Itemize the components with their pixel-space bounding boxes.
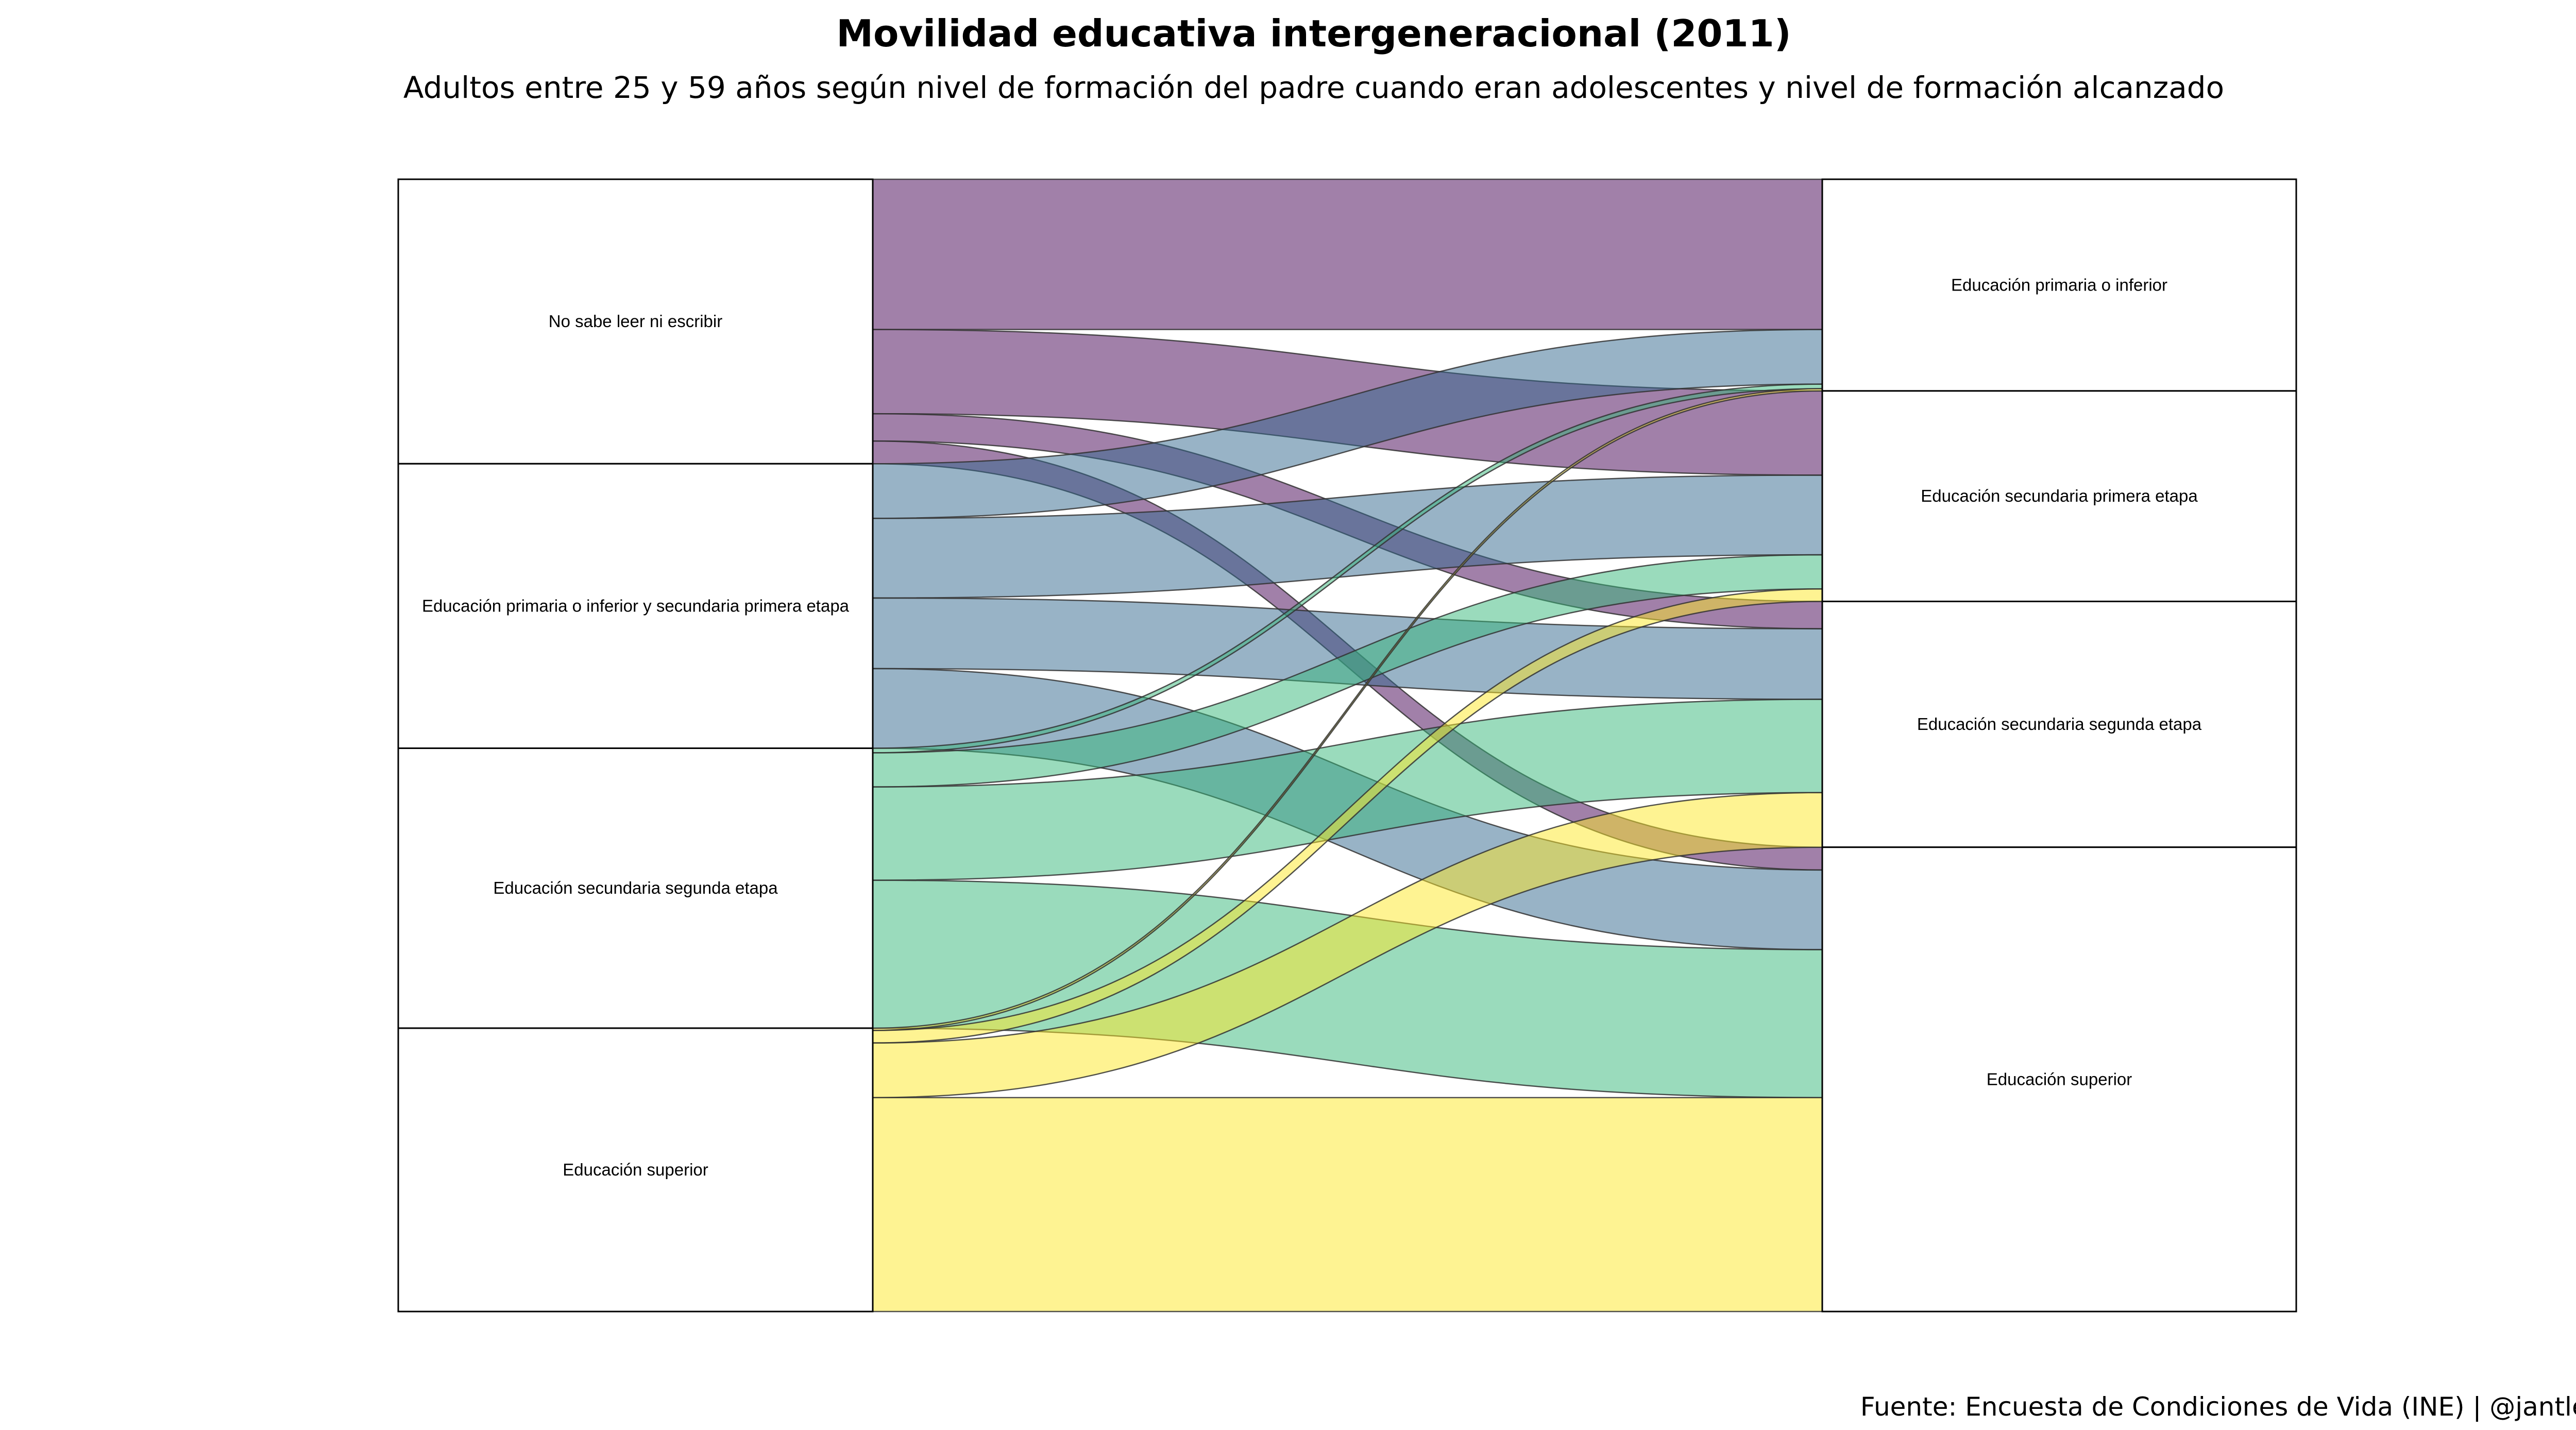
flows-layer (872, 178, 1823, 1313)
stratum-box-axis1-1 (397, 463, 874, 750)
stratum-label-axis1-0: No sabe leer ni escribir (549, 312, 722, 331)
stratum-label-axis1-1: Educación primaria o inferior y secundar… (422, 596, 850, 615)
stratum-label-axis2-3: Educación superior (1987, 1069, 2132, 1088)
stratum-box-axis2-3 (1821, 846, 2297, 1313)
stratum-box-axis2-0 (1821, 178, 2297, 392)
chart-caption: Fuente: Encuesta de Condiciones de Vida … (1860, 1392, 2576, 1422)
stratum-label-axis1-3: Educación superior (563, 1160, 708, 1179)
strata-layer: No sabe leer ni escribir Educación primar… (397, 178, 2297, 1313)
flow-0-to-0 (872, 178, 1823, 330)
stratum-box-axis2-2 (1821, 601, 2297, 848)
flow-3-to-3 (872, 1097, 1823, 1313)
stratum-label-axis2-2: Educación secundaria segunda etapa (1917, 714, 2202, 734)
stratum-label-axis2-0: Educación primaria o inferior (1951, 275, 2167, 294)
stratum-label-axis2-1: Educación secundaria primera etapa (1921, 486, 2198, 505)
stratum-label-axis1-2: Educación secundaria segunda etapa (493, 878, 778, 897)
stratum-box-axis1-0 (397, 178, 874, 465)
stratum-box-axis1-2 (397, 747, 874, 1029)
chart-subtitle: Adultos entre 25 y 59 años según nivel d… (403, 70, 2224, 105)
stratum-box-axis2-1 (1821, 390, 2297, 603)
chart-title: Movilidad educativa intergeneracional (2… (836, 12, 1791, 55)
stratum-box-axis1-3 (397, 1027, 874, 1313)
